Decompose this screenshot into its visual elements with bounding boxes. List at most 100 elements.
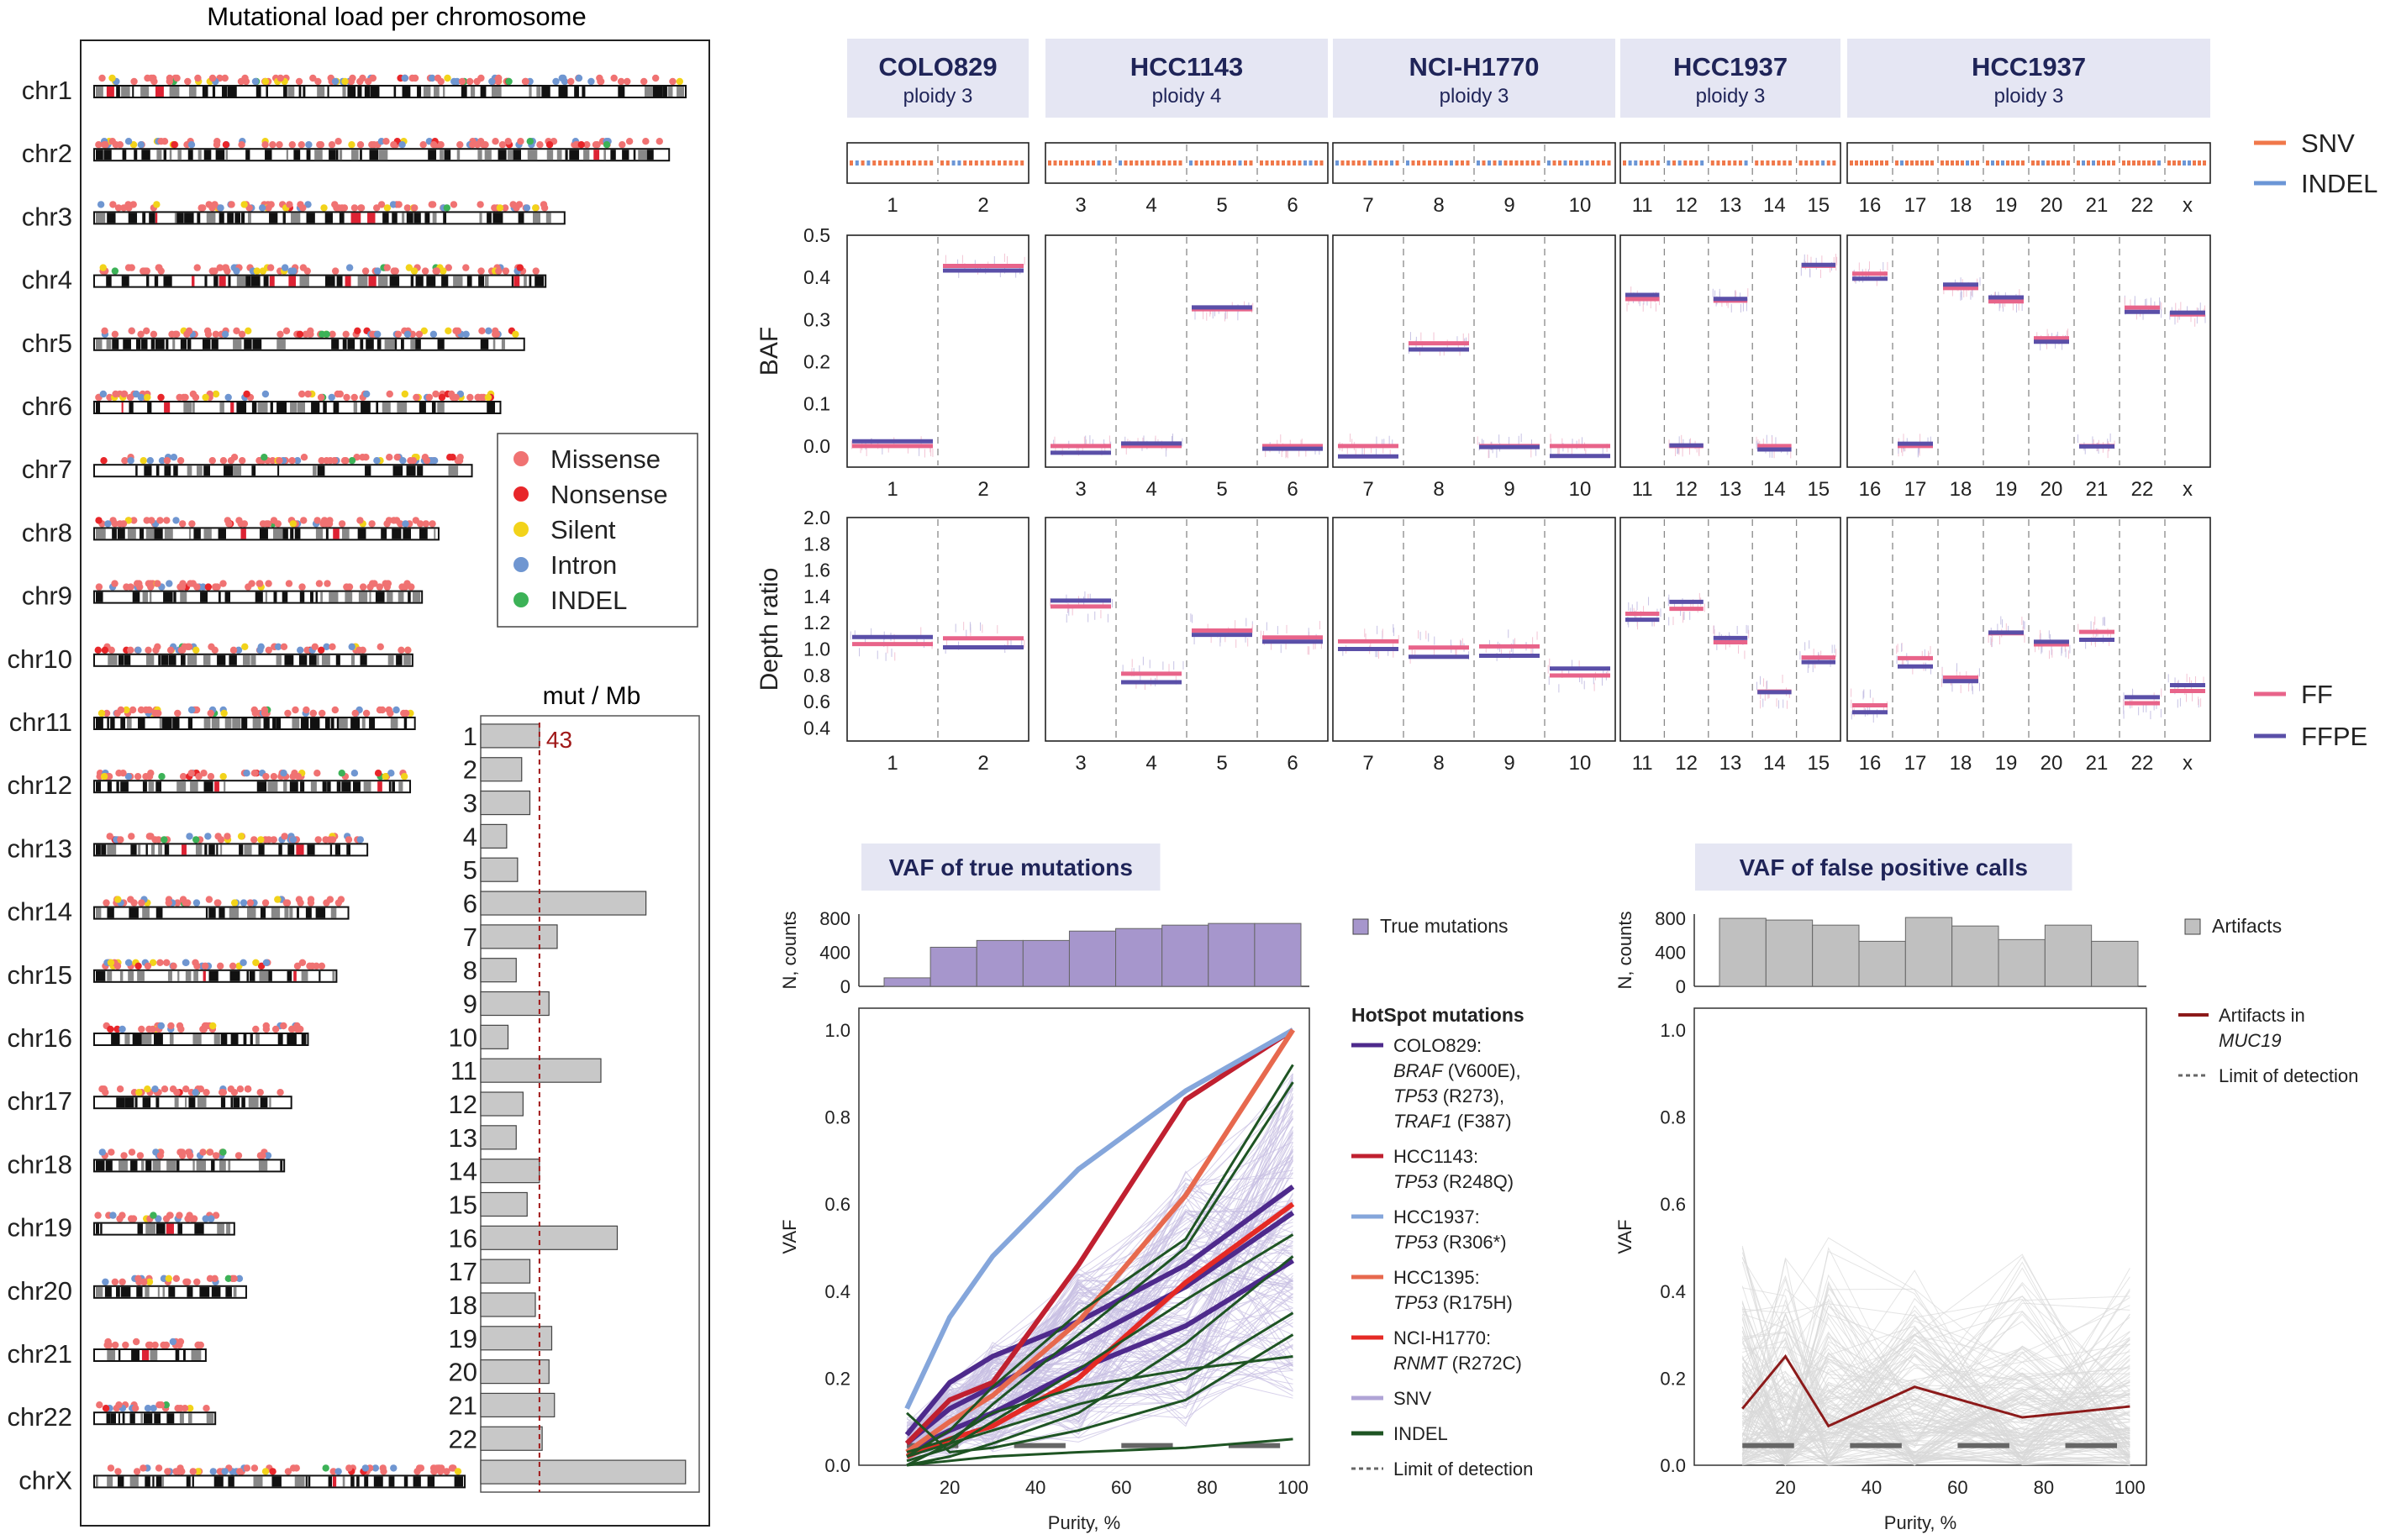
mutation-dot xyxy=(134,646,142,654)
ideogram-band xyxy=(154,528,163,539)
ideogram-body xyxy=(93,274,547,288)
mutation-dot xyxy=(161,836,168,844)
ideogram-band xyxy=(480,339,489,350)
baf-chrom-label-14: 14 xyxy=(1763,478,1786,501)
background-trace xyxy=(1742,1391,2130,1448)
variant-tick xyxy=(1722,160,1726,166)
ideogram-body xyxy=(93,85,687,98)
mutation-dot xyxy=(462,330,470,338)
vaf-xtick-80: 80 xyxy=(2034,1477,2054,1498)
ideogram-band xyxy=(335,654,340,665)
mutation-dot xyxy=(187,580,194,587)
mutation-dot xyxy=(130,517,138,524)
depth-panel-2: 7 8 9 10 xyxy=(1332,517,1616,775)
mutation-dot xyxy=(262,773,270,781)
variant-tick xyxy=(1124,160,1128,166)
ideogram-band xyxy=(157,1286,160,1297)
mutation-dot xyxy=(350,770,359,777)
vaf-xtick-20: 20 xyxy=(940,1477,960,1498)
baf-chrom-label-2: 2 xyxy=(977,478,988,501)
mutation-dot xyxy=(224,393,232,402)
mutation-dot xyxy=(516,264,524,271)
variant-tick xyxy=(1428,160,1431,166)
ideogram-band xyxy=(149,213,155,223)
ideogram-band xyxy=(127,528,136,539)
mutation-dot xyxy=(236,1468,244,1475)
ideogram-band xyxy=(122,150,127,160)
ideogram-band xyxy=(618,87,625,97)
ideogram-band xyxy=(241,213,245,223)
hist-tick-800: 800 xyxy=(819,908,850,929)
mutation-dot xyxy=(299,264,308,271)
mutation-dot xyxy=(120,1152,128,1159)
ideogram-band xyxy=(225,1286,232,1297)
mutation-dot xyxy=(173,74,181,82)
ideogram-band xyxy=(252,718,261,728)
purity-axis-label: Purity, % xyxy=(1884,1512,1956,1533)
background-trace xyxy=(1741,1331,2130,1439)
mutation-dot xyxy=(289,773,297,781)
mutation-dot xyxy=(134,1275,142,1283)
ideogram-band xyxy=(96,718,103,728)
mutation-dot xyxy=(192,706,201,714)
ideogram-band xyxy=(145,1476,150,1487)
vaf-ytick-0.0: 0.0 xyxy=(1660,1455,1686,1476)
mutation-dot xyxy=(108,74,116,82)
ideogram-band xyxy=(353,781,361,792)
mutation-dot xyxy=(202,393,209,402)
ideogram-band xyxy=(290,402,298,413)
ideogram-band xyxy=(413,591,421,602)
ideogram-band xyxy=(162,1286,166,1297)
chromosome-chr13: chr13 xyxy=(7,833,369,863)
mutation-dot xyxy=(362,709,371,717)
mutation-dot xyxy=(145,1341,153,1349)
mutation-dot xyxy=(387,709,394,717)
ideogram-band xyxy=(122,1413,125,1424)
ideogram-band xyxy=(282,591,288,602)
mutation-dot xyxy=(354,327,361,334)
hist-legend-label: True mutations xyxy=(1380,915,1509,937)
ideogram-band xyxy=(96,1223,99,1234)
ideogram-band xyxy=(403,654,411,665)
density-bar-18 xyxy=(480,1292,536,1317)
mutation-dot xyxy=(479,141,487,149)
mutation-dot xyxy=(398,646,405,654)
mutation-dot xyxy=(144,393,151,402)
ideogram-band xyxy=(389,276,400,286)
mutation-dot xyxy=(640,77,648,86)
mutation-dot xyxy=(257,962,266,970)
mutation-dot xyxy=(466,77,474,86)
background-trace xyxy=(1741,1261,2130,1463)
hist-bar xyxy=(976,939,1024,987)
mutation-dot xyxy=(185,327,193,334)
mutation-dot xyxy=(208,1215,215,1222)
variant-tick xyxy=(2183,160,2186,166)
mutation-dot xyxy=(163,959,171,967)
ideogram-band xyxy=(192,402,195,413)
variant-tick xyxy=(1744,160,1748,166)
ideogram-band xyxy=(150,1350,158,1360)
mutation-dot xyxy=(197,1341,204,1349)
mutation-dot xyxy=(225,520,233,528)
ideogram-band xyxy=(390,718,398,728)
ideogram-band xyxy=(174,1097,179,1108)
mutation-dot xyxy=(292,706,299,714)
ideogram-band xyxy=(426,276,436,286)
ideogram-band xyxy=(287,970,292,981)
ideogram-band xyxy=(121,87,130,97)
mutation-dot xyxy=(250,836,258,844)
mutation-dot xyxy=(165,1275,173,1283)
mutation-dot xyxy=(109,1212,117,1219)
mutation-dot xyxy=(269,457,276,465)
ideogram-band xyxy=(255,591,263,602)
hist-bar xyxy=(2091,940,2139,987)
ideogram-band xyxy=(213,276,219,286)
variant-tick xyxy=(1667,160,1671,166)
mutation-dot xyxy=(559,74,567,82)
ideogram-band xyxy=(166,1413,175,1424)
ideogram-band xyxy=(168,654,176,665)
mutation-dot xyxy=(156,517,164,524)
mutation-dot xyxy=(132,1338,140,1346)
ideogram-band xyxy=(370,87,380,97)
sample-header-bg xyxy=(1847,39,2210,118)
